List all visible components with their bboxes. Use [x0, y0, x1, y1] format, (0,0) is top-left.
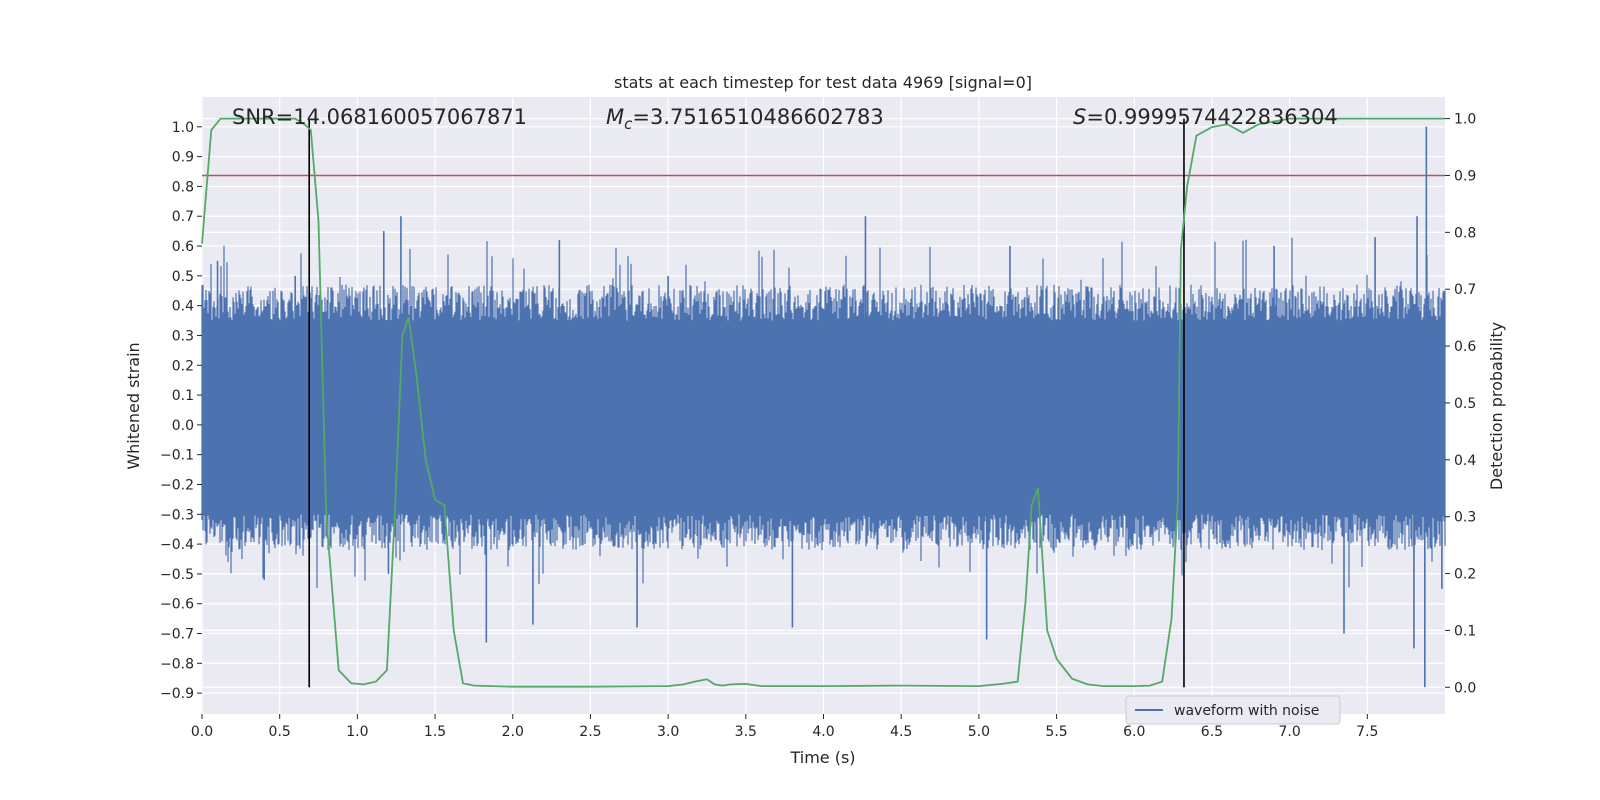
x-tick-label: 1.5 [424, 724, 446, 740]
y-tick-label: −0.9 [160, 686, 194, 702]
snr-annotation: SNR=14.068160057067871 [232, 105, 527, 129]
probability-line [201, 117, 1445, 688]
x-tick-label: 6.0 [1123, 724, 1145, 740]
score-value: =0.9999574422836304 [1086, 105, 1337, 129]
y-tick-label: −0.8 [160, 656, 194, 672]
x-tick-label: 5.0 [968, 724, 990, 740]
score-symbol: S [1073, 105, 1086, 129]
x-tick-label: 4.5 [890, 724, 912, 740]
waveform-with-noise-series [201, 126, 1446, 688]
y-tick-label: 0.3 [172, 328, 194, 344]
x-tick-label: 2.0 [502, 724, 524, 740]
y-tick-label: 0.5 [172, 269, 194, 285]
detection-probability-series [201, 117, 1445, 688]
y2-tick-label: 0.3 [1454, 510, 1476, 526]
y-tick-label: −0.2 [160, 477, 194, 493]
x-tick-label: 1.0 [346, 724, 368, 740]
x-tick-label: 2.5 [579, 724, 601, 740]
y2-tick-label: 0.1 [1454, 623, 1476, 639]
legend: waveform with noise [1125, 695, 1341, 725]
legend-box [1125, 695, 1341, 725]
waveform-core [202, 359, 1445, 491]
x-tick-label: 3.5 [735, 724, 757, 740]
y-tick-label: −0.5 [160, 567, 194, 583]
y-tick-label: 0.1 [172, 388, 194, 404]
y-ticks: 1.0 0.9 0.8 0.7 0.6 0.5 0.4 0.3 0.2 0.1 0.0 −0.1 −0.… [160, 120, 202, 702]
chart-title: stats at each timestep for test data 496… [614, 73, 1032, 92]
y-tick-label: 0.7 [172, 209, 194, 225]
y-tick-label: 0.9 [172, 150, 194, 166]
x-tick-label: 0.5 [269, 724, 291, 740]
y-tick-label: −0.1 [160, 448, 194, 464]
y-tick-label: −0.3 [160, 507, 194, 523]
y-tick-label: −0.6 [160, 597, 194, 613]
chirp-mass-annotation: Mc=3.7516510486602783 [606, 105, 884, 133]
x-ticks: 0.0 0.5 1.0 1.5 2.0 2.5 3.0 3.5 4.0 4.5 5.0 5.5 6.0 6… [191, 714, 1378, 740]
y2-tick-label: 0.9 [1454, 168, 1476, 184]
y-tick-label: 1.0 [172, 120, 194, 136]
y-tick-label: 0.2 [172, 358, 194, 374]
y-tick-label: 0.6 [172, 239, 194, 255]
x-tick-label: 7.0 [1278, 724, 1300, 740]
x-tick-label: 6.5 [1201, 724, 1223, 740]
y2-tick-label: 0.8 [1454, 225, 1476, 241]
y-axis-label: Whitened strain [124, 342, 143, 469]
score-annotation: S=0.9999574422836304 [1073, 105, 1338, 129]
x-tick-label: 0.0 [191, 724, 213, 740]
y-tick-label: −0.7 [160, 627, 194, 643]
x-tick-label: 5.5 [1045, 724, 1067, 740]
y2-tick-label: 0.2 [1454, 567, 1476, 583]
y-tick-label: 0.4 [172, 299, 194, 315]
y2-tick-label: 0.4 [1454, 453, 1476, 469]
x-tick-label: 7.5 [1356, 724, 1378, 740]
y-tick-label: −0.4 [160, 537, 194, 553]
y-tick-label: 0.8 [172, 179, 194, 195]
chirp-mass-value: =3.7516510486602783 [632, 105, 883, 129]
chirp-mass-symbol: M [606, 105, 624, 129]
x-tick-label: 3.0 [657, 724, 679, 740]
y2-tick-label: 0.7 [1454, 282, 1476, 298]
legend-label: waveform with noise [1174, 703, 1319, 719]
y2-tick-label: 0.0 [1454, 680, 1476, 696]
chirp-mass-subscript: c [624, 115, 633, 133]
y2-tick-label: 0.6 [1454, 339, 1476, 355]
y2-tick-label: 0.5 [1454, 396, 1476, 412]
y2-axis-label: Detection probability [1487, 322, 1506, 490]
y-tick-label: 0.0 [172, 418, 194, 434]
x-axis-label: Time (s) [789, 748, 855, 767]
y2-tick-label: 1.0 [1454, 112, 1476, 128]
y2-ticks: 1.0 0.9 0.8 0.7 0.6 0.5 0.4 0.3 0.2 0.1 0.0 [1445, 112, 1476, 696]
x-tick-label: 4.0 [812, 724, 834, 740]
